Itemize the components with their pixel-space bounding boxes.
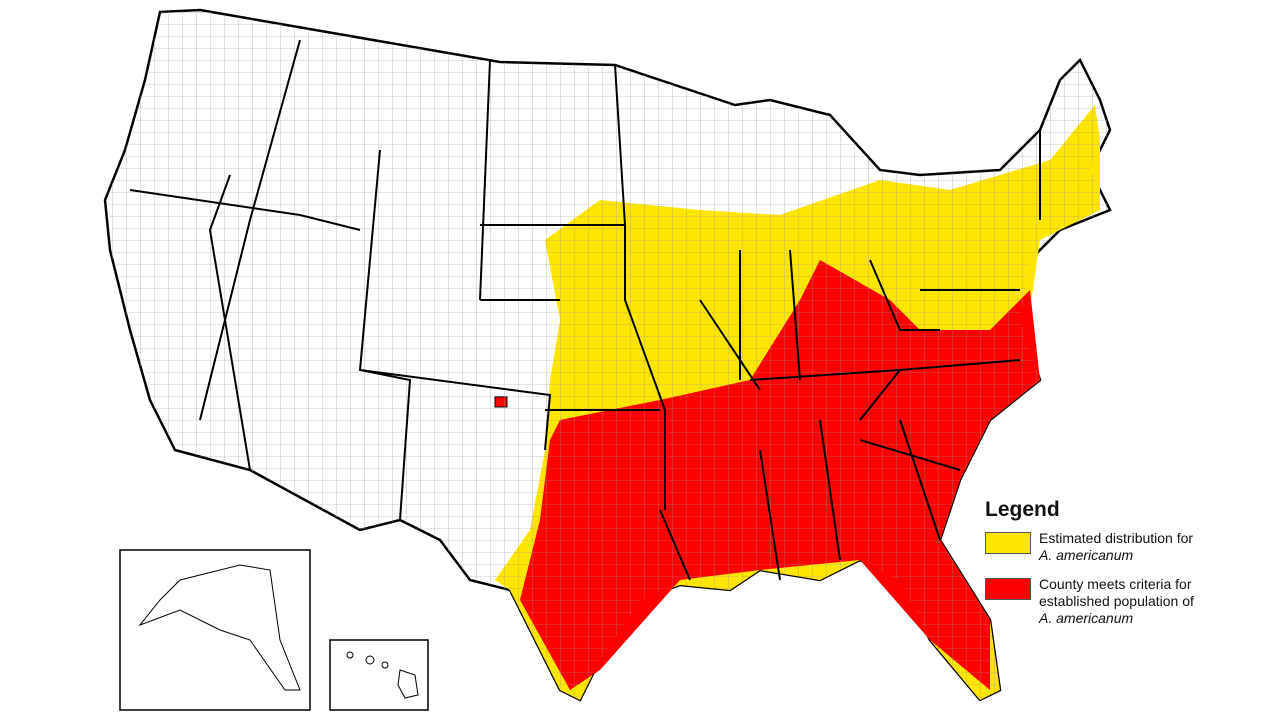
legend-title: Legend <box>985 498 1060 521</box>
legend-item-estimated-distribution: Estimated distribution for A. americanum <box>985 530 1245 564</box>
legend-label: Estimated distribution for <box>1039 530 1194 546</box>
species-name: A. americanum <box>1039 610 1134 626</box>
legend: Legend Estimated distribution for A. amer… <box>985 498 1245 639</box>
county-grid <box>105 10 1110 700</box>
red-swatch <box>985 578 1031 600</box>
species-name: A. americanum <box>1039 547 1134 563</box>
state-borders <box>129 39 1041 581</box>
legend-label: County meets criteria for established po… <box>1039 576 1194 609</box>
yellow-swatch <box>985 532 1031 554</box>
alaska-outline <box>138 564 301 691</box>
hawaii-islands <box>346 651 419 699</box>
legend-item-established-population: County meets criteria for established po… <box>985 576 1245 627</box>
